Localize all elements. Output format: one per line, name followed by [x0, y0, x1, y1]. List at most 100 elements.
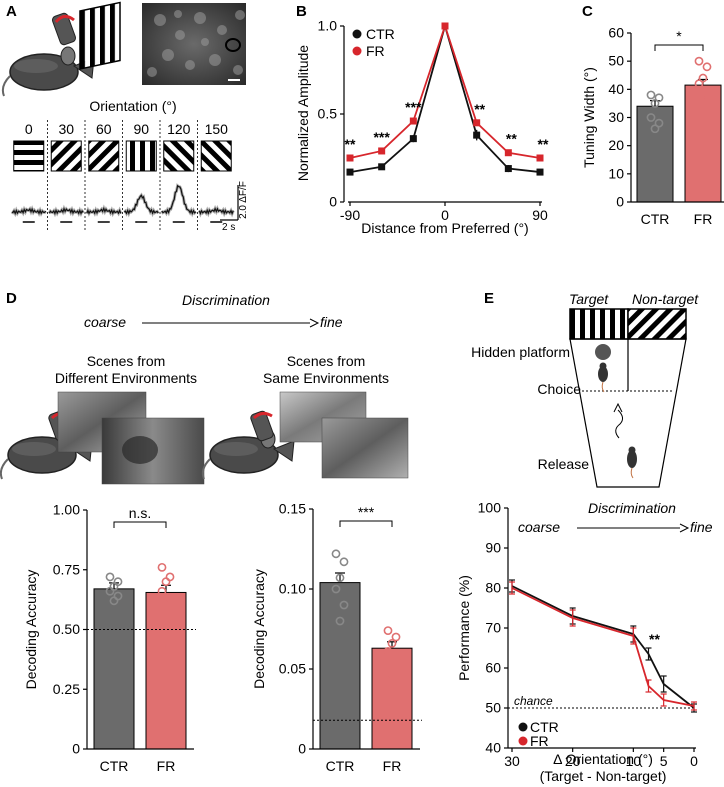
e-discrimination: Discrimination: [588, 500, 676, 516]
e-non-target-label: Non-target: [632, 291, 699, 307]
D-right-bar-CTR: [319, 582, 361, 750]
D-right-data-point: [331, 549, 341, 559]
C-sig-bracket: [654, 44, 704, 51]
d-coarse: coarse: [84, 314, 126, 330]
panel-c: C 0 10 20 30 40 50 60 Tuning Width (°) CTR FR *: [581, 3, 724, 227]
D-left-data-point: [161, 601, 171, 610]
C-y-tick-label: 0: [616, 194, 624, 210]
D-left-data-point: [105, 586, 115, 596]
C-data-point: [646, 90, 656, 100]
D-left-bar-FR: [145, 591, 187, 750]
D-left-sig-bracket: [113, 521, 167, 528]
b-point-FR: [473, 119, 481, 127]
b-x-tick-label: -90: [340, 207, 360, 223]
b-point-FR: [504, 149, 512, 157]
b-y-label: Normalized Amplitude: [295, 45, 311, 181]
b-sig: ***: [373, 129, 390, 145]
C-data-point: [650, 99, 660, 108]
orientation-columns: 0 30 60 90 120 150: [11, 120, 235, 232]
e-y-tick-label: 50: [485, 700, 501, 716]
b-sig: **: [538, 136, 549, 152]
D-left-y-tick-label: 0.75: [53, 561, 80, 577]
e-choice: Choice: [537, 381, 581, 397]
chart-d-right: 0 0.05 0.10 0.15 Decoding Accuracy CTR FR ***: [251, 501, 422, 774]
e-release: Release: [538, 456, 590, 472]
trace-mean: [86, 206, 122, 215]
C-y-tick-label: 30: [608, 109, 624, 125]
D-left-category-label: CTR: [100, 758, 129, 774]
two-photon-image: [142, 3, 246, 85]
panel-label-e: E: [484, 290, 494, 307]
b-point-CTR: [346, 168, 354, 176]
scale-bar-a: 2.0 ΔF/F 2 s: [220, 181, 249, 233]
D-left-data-point: [157, 562, 167, 572]
e-y-tick-label: 90: [485, 540, 501, 556]
C-y-label: Tuning Width (°): [581, 67, 597, 168]
e-y-tick-label: 40: [485, 740, 501, 756]
b-y-tick-label: 0.5: [318, 106, 338, 122]
orientation-label-60: 60: [96, 121, 112, 137]
D-right-data-point: [391, 632, 401, 642]
b-point-CTR: [378, 163, 386, 171]
e-y-tick-label: 80: [485, 580, 501, 596]
legend-b: CTR FR: [352, 26, 395, 59]
C-category-label: FR: [694, 211, 713, 227]
D-right-y-tick-label: 0.05: [279, 661, 306, 677]
D-right-data-point: [383, 647, 393, 656]
trace-mean: [123, 194, 159, 215]
b-x-tick-label: 0: [441, 207, 449, 223]
D-right-data-point: [387, 669, 397, 679]
D-right-data-point: [335, 573, 345, 583]
e-sig: **: [649, 631, 660, 647]
e-x-label: Δ Orientation (°): [553, 751, 653, 767]
D-left-data-point: [165, 594, 175, 603]
b-point-CTR: [409, 135, 417, 143]
orientation-title: Orientation (°): [89, 98, 176, 114]
C-bar-CTR: [636, 105, 674, 203]
D-right-y-label: Decoding Accuracy: [251, 569, 267, 689]
b-sig: ***: [405, 99, 422, 115]
D-left-data-point: [165, 572, 175, 582]
panel-label-b: B: [296, 3, 307, 20]
e-x-tick-label: 20: [565, 753, 581, 769]
D-right-bar-FR: [371, 647, 413, 750]
e-coarse: coarse: [518, 519, 560, 535]
D-left-y-tick-label: 0.25: [53, 681, 80, 697]
b-point-CTR: [504, 165, 512, 173]
d-scene-left-1: Scenes from: [87, 353, 166, 369]
D-left-category-label: FR: [157, 758, 176, 774]
orientation-label-90: 90: [133, 121, 149, 137]
orientation-grating-150: [200, 140, 232, 172]
orientation-grating-90: [125, 140, 157, 172]
legend-e-ctr: CTR: [530, 719, 559, 735]
D-left-y-tick-label: 0: [72, 741, 80, 757]
orientation-grating-30: [50, 140, 82, 172]
D-right-category-label: FR: [383, 758, 402, 774]
e-series-line-CTR: [511, 585, 695, 709]
D-right-data-point: [387, 639, 397, 648]
b-point-FR: [441, 22, 449, 30]
D-right-sig-bracket: [339, 520, 393, 527]
panel-a: A Orientation (°) 0 30 60 90 120 150: [1, 1, 249, 233]
D-right-data-point: [335, 616, 345, 626]
C-sig: *: [676, 28, 682, 44]
e-y-label: Performance (%): [456, 575, 472, 681]
maze-illustration: [569, 308, 687, 488]
orientation-label-30: 30: [58, 121, 74, 137]
d-scene-right-2: Same Environments: [263, 370, 389, 386]
D-left-sig: n.s.: [129, 505, 152, 521]
b-y-tick-label: 1.0: [318, 18, 338, 34]
C-category-label: CTR: [641, 211, 670, 227]
scale-time-label: 2 s: [222, 222, 235, 233]
legend-e-fr: FR: [530, 733, 549, 749]
C-data-point: [694, 79, 704, 89]
D-left-data-point: [161, 577, 171, 587]
trace-mean: [48, 207, 84, 216]
trace-mean: [161, 184, 197, 215]
d-scene-right-1: Scenes from: [287, 353, 366, 369]
chart-d-left: 0 0.25 0.50 0.75 1.00 Decoding Accuracy CTR FR n…: [23, 502, 196, 774]
